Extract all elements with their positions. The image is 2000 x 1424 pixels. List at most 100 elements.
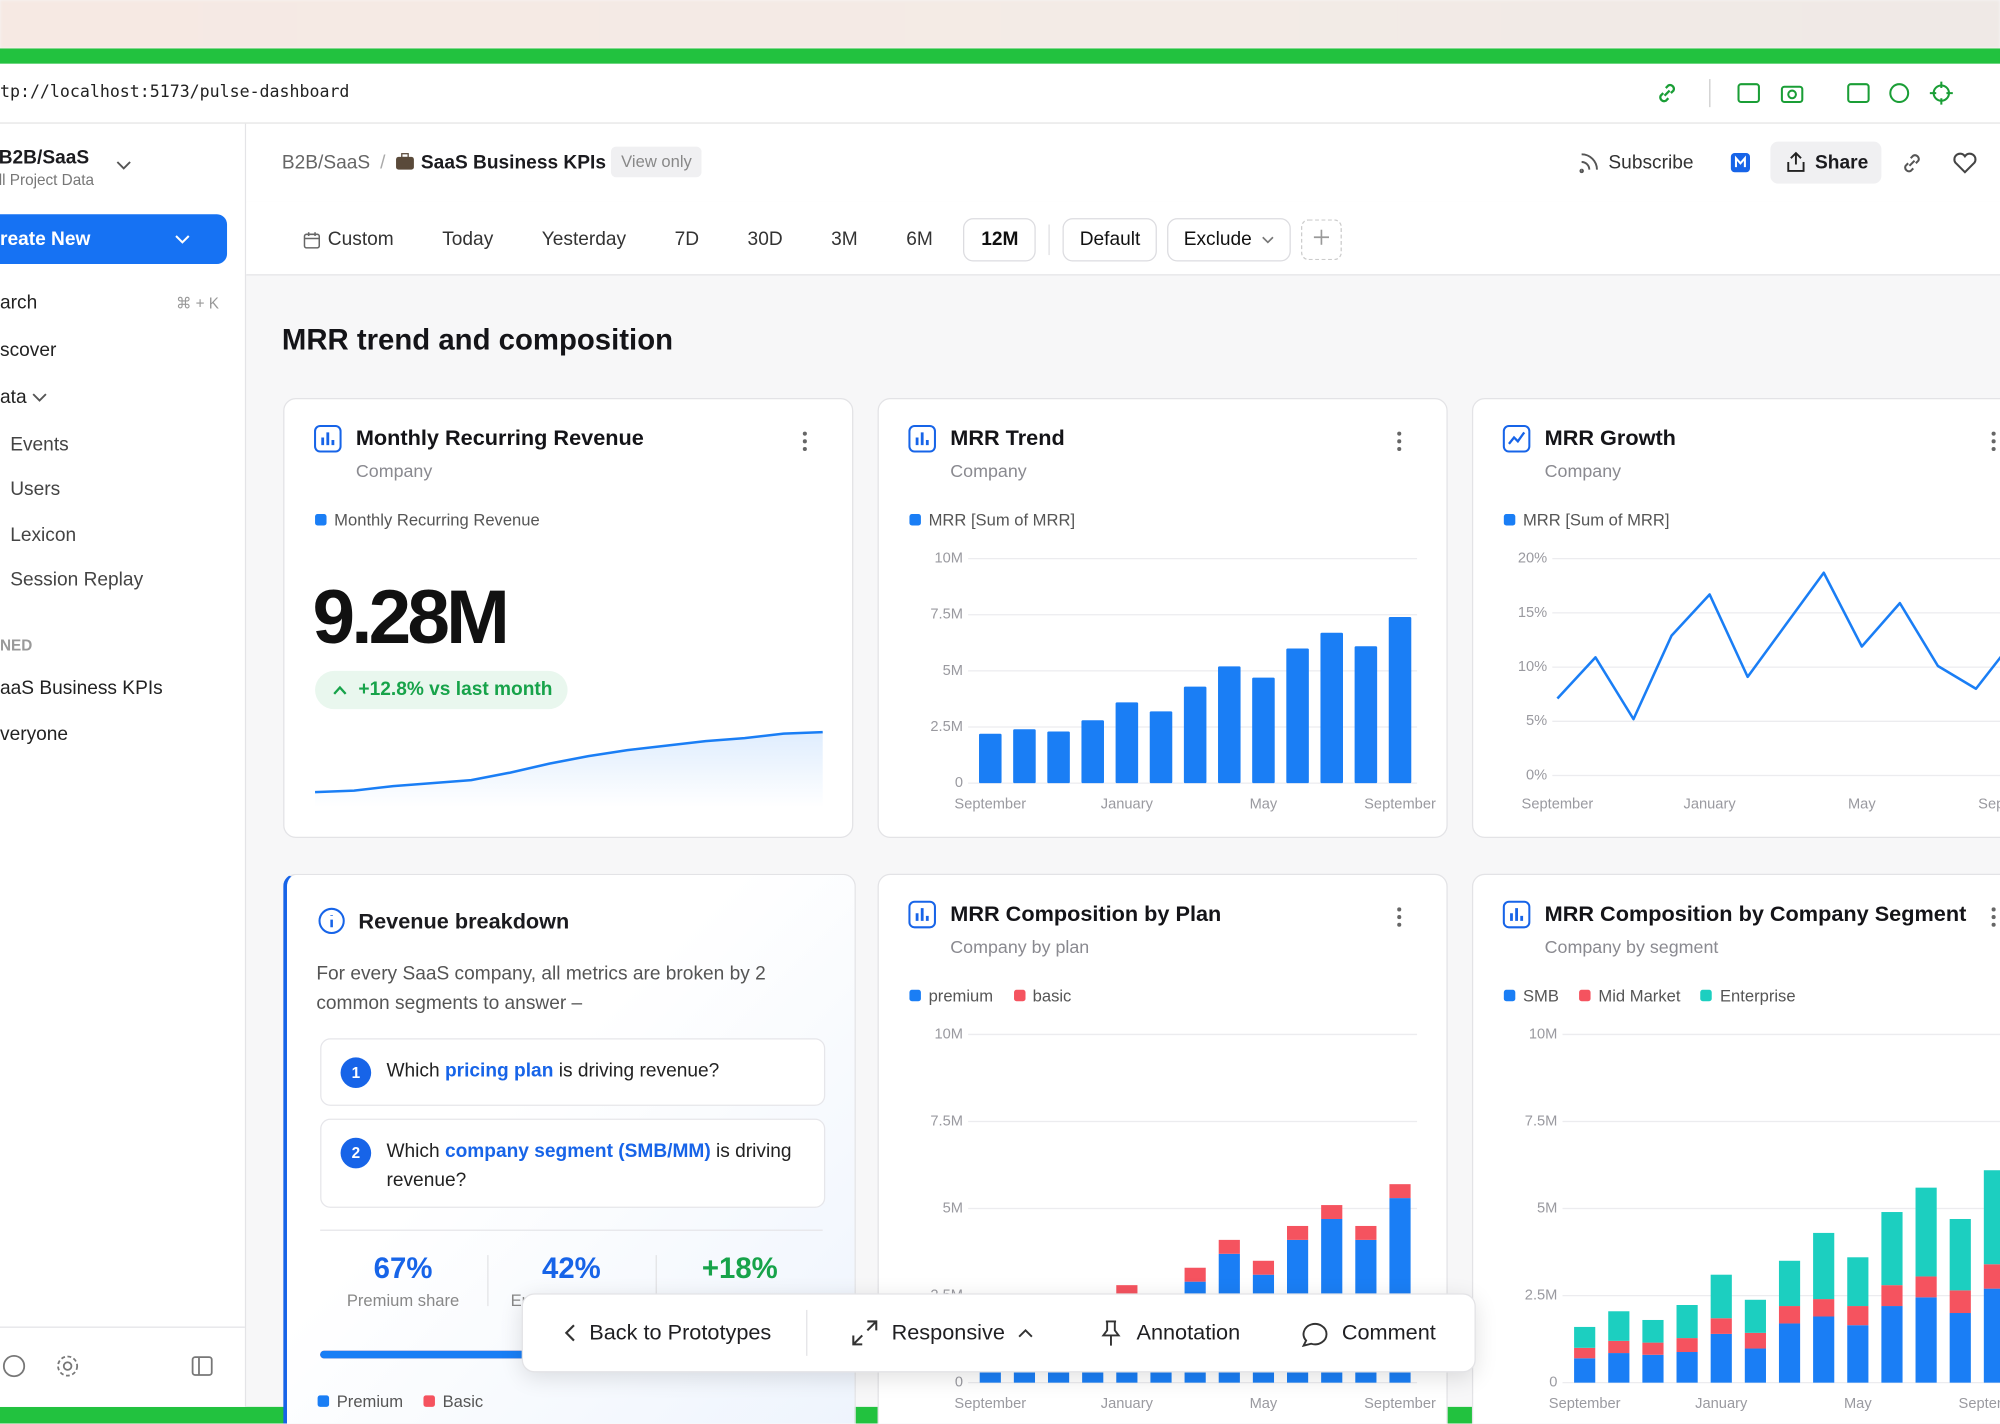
toolbar-icons[interactable] [1737,81,1967,105]
range-button[interactable]: 6M [882,218,957,261]
legend-item: MRR [Sum of MRR] [1503,510,1669,529]
bar-segment [1778,1323,1801,1383]
breadcrumb[interactable]: B2B/SaaS [281,151,371,174]
bar [1388,617,1412,784]
chart: 0 2.5M 5M 7.5M 10M September January May Septemb… [1525,1026,2000,1412]
change-label: +12.8% vs last month [358,678,553,701]
chevron[interactable] [32,393,47,403]
bar-segment [1608,1353,1630,1383]
chevron [1018,1329,1033,1338]
chevron[interactable] [116,161,131,171]
bar [1149,711,1173,784]
comment-button[interactable]: Comment [1301,1295,1436,1372]
card-icon [1502,900,1531,929]
bar-segment [1676,1338,1698,1353]
sidebar-footer-icons[interactable] [2,1354,220,1378]
x-tick-label: May [1848,797,1876,813]
range-button[interactable]: Today [418,218,518,261]
y-tick-label: 10% [1518,659,1547,675]
nav-item[interactable]: Session Replay [10,568,144,591]
comment-icon [1301,1323,1328,1347]
x-tick-label: May [1844,1396,1872,1412]
exclude-button[interactable]: Exclude [1167,218,1292,262]
stat-label: Premium share [346,1290,460,1310]
nav-data[interactable]: ata [0,386,27,409]
nav-discover[interactable]: scover [0,339,57,361]
bar-segment [1847,1257,1869,1307]
annotation-label: Annotation [1136,1320,1241,1345]
legend-label: Mid Market [1598,985,1681,1006]
stat-value: +18% [701,1251,778,1285]
range-button[interactable]: Yesterday [517,218,650,261]
plus-icon [1314,229,1330,245]
bar-segment [1574,1347,1596,1359]
bar-segment [1184,1267,1206,1282]
chevron [175,235,190,244]
y-tick-label: 10M [1529,1026,1558,1042]
legend-item: Premium [317,1392,403,1411]
chart-card: MRR Growth Company MRR [Sum of MRR] 0% 5%… [1471,397,2000,839]
bar-segment [1813,1316,1835,1383]
back-button[interactable]: Back to Prototypes [564,1295,771,1372]
nav-item[interactable]: Users [10,478,61,500]
pin-icon [1101,1320,1121,1346]
share-button[interactable]: Share [1770,141,1882,184]
y-tick-label: 2.5M [1525,1287,1558,1303]
y-tick-label: 10M [934,1026,963,1042]
bar-segment [1813,1299,1835,1317]
default-button[interactable]: Default [1063,218,1157,262]
range-button[interactable]: 7D [650,218,723,261]
add-filter-button[interactable] [1301,219,1343,261]
x-tick-label: May [1250,1396,1278,1412]
prototype-bar: Back to Prototypes Responsive Annotation… [521,1293,1476,1373]
legend-label: Monthly Recurring Revenue [334,510,540,530]
text: Which [386,1140,445,1162]
nav-item[interactable]: Events [10,433,69,456]
project-name[interactable]: B2B/SaaS [0,146,90,169]
stat-value: 67% [373,1251,433,1285]
annotation-button[interactable]: Annotation [1098,1295,1240,1372]
card-menu[interactable] [1990,907,1998,927]
nav-item[interactable]: Lexicon [10,524,77,546]
bar-segment [1744,1299,1766,1333]
pinned-item[interactable]: veryone [0,723,69,745]
range-label: 7D [674,228,700,250]
change-pill: +12.8% vs last month [315,670,568,710]
text: is driving revenue? [386,1140,792,1192]
legend: premium basic [909,986,1071,1005]
legend-swatch [909,989,921,1002]
link-icon[interactable] [1656,82,1679,105]
range-button[interactable]: Custom [279,218,418,261]
responsive-button[interactable]: Responsive [851,1295,1033,1372]
range-button[interactable]: 30D [723,218,807,261]
bar-segment [1744,1332,1766,1349]
legend-item: MRR [Sum of MRR] [909,510,1075,529]
nav-search[interactable]: arch [0,292,38,314]
card-icon [908,900,936,929]
card-icon [314,424,342,453]
bar-segment [1710,1333,1732,1383]
bar-segment [1983,1170,2000,1265]
stat-value: 42% [542,1251,601,1285]
create-button[interactable]: reate New [0,214,228,265]
card-menu[interactable] [1395,907,1403,927]
x-tick-label: May [1250,797,1278,813]
favorite-icon[interactable] [1953,152,1977,174]
bar-segment [1710,1274,1732,1319]
app-icon[interactable] [1730,153,1750,173]
intro-text: For every SaaS company, all metrics are … [316,963,766,1015]
card-menu[interactable] [801,431,809,452]
url[interactable]: tp://localhost:5173/pulse-dashboard [0,82,350,103]
copy-link-icon[interactable] [1901,152,1924,175]
pinned-item[interactable]: aaS Business KPIs [0,677,163,699]
card-menu[interactable] [1395,431,1403,452]
bar-segment [1881,1306,1903,1383]
range-button[interactable]: 12M [963,218,1037,262]
subscribe-button[interactable]: Subscribe [1608,151,1694,174]
legend-item: Enterprise [1700,986,1796,1005]
card-title: Revenue breakdown [358,909,570,934]
card-menu[interactable] [1990,431,1998,452]
range-button[interactable]: 3M [807,218,882,261]
info-card: Revenue breakdown For every SaaS company… [283,873,856,1424]
bar-segment [1778,1260,1801,1307]
